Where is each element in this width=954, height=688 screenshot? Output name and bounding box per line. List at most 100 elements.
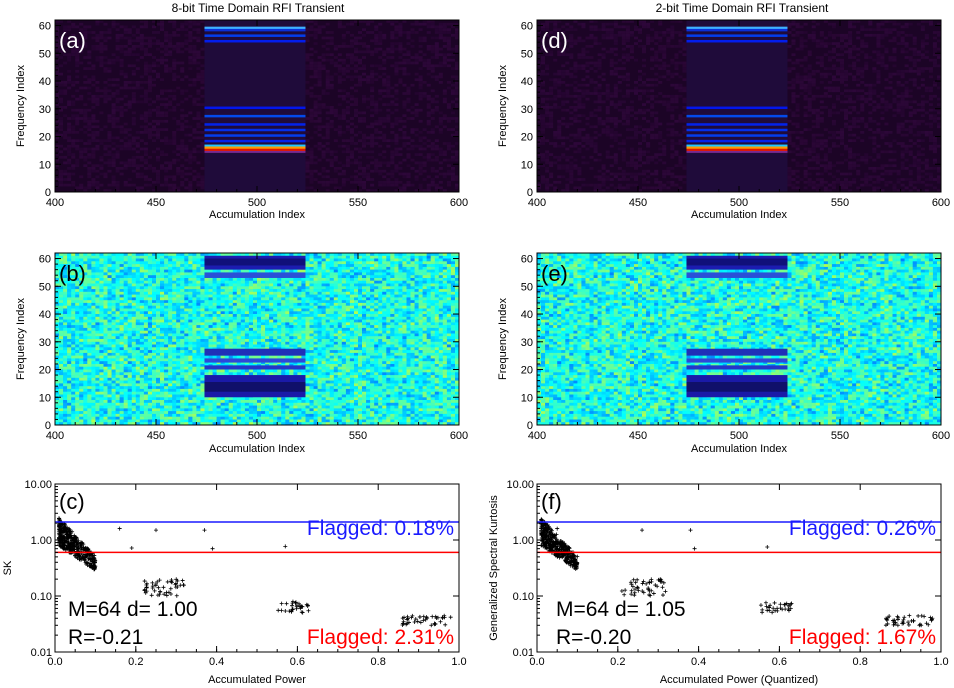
transient-band <box>204 114 306 118</box>
heatmap-cell <box>349 94 354 98</box>
heatmap-cell <box>354 158 359 162</box>
heatmap-cell <box>67 289 72 293</box>
heatmap-cell <box>135 300 141 304</box>
heatmap-cell <box>83 189 88 192</box>
heatmap-cell <box>91 106 96 109</box>
heatmap-cell <box>147 375 153 379</box>
heatmap-cell <box>123 255 129 259</box>
heatmap-cell <box>91 164 96 168</box>
heatmap-cell <box>59 108 64 112</box>
heatmap-cell <box>95 186 100 190</box>
heatmap-cell <box>123 411 129 415</box>
heatmap-cell <box>59 36 64 40</box>
heatmap-cell <box>115 97 120 101</box>
heatmap-cell <box>426 94 431 98</box>
heatmap-cell <box>168 391 173 395</box>
heatmap-cell <box>422 39 427 43</box>
heatmap-cell <box>406 33 411 37</box>
heatmap-cell <box>103 311 108 315</box>
heatmap-cell <box>168 164 173 168</box>
heatmap-cell <box>111 341 116 345</box>
heatmap-cell <box>123 83 128 87</box>
heatmap-cell <box>455 117 460 120</box>
heatmap-cell <box>75 380 80 384</box>
heatmap-cell <box>75 339 80 343</box>
heatmap-cell <box>188 39 193 43</box>
heatmap-cell <box>79 139 84 143</box>
heatmap-cell <box>450 111 455 115</box>
heatmap-cell <box>164 169 169 173</box>
heatmap-cell <box>160 361 165 365</box>
heatmap-cell <box>382 155 387 159</box>
heatmap-cell <box>184 388 189 392</box>
heatmap-cell <box>345 45 350 48</box>
heatmap-cell <box>450 58 455 62</box>
heatmap-cell <box>71 153 76 156</box>
heatmap-cell <box>176 147 181 151</box>
heatmap-cell <box>317 61 322 65</box>
heatmap-cell <box>152 413 157 417</box>
heatmap-cell <box>362 33 367 37</box>
heatmap-cell <box>390 161 395 165</box>
heatmap-cell <box>91 408 96 412</box>
heatmap-cell <box>341 33 346 37</box>
heatmap-cell <box>386 161 391 165</box>
heatmap-cell <box>184 150 189 154</box>
heatmap-cell <box>414 31 419 34</box>
heatmap-cell <box>172 314 177 318</box>
heatmap-cell <box>354 39 359 43</box>
heatmap-cell <box>55 311 60 315</box>
heatmap-cell <box>111 264 116 268</box>
heatmap-cell <box>200 20 205 23</box>
heatmap-cell <box>450 67 455 70</box>
heatmap-cell <box>119 344 124 348</box>
heatmap-cell <box>176 377 181 381</box>
heatmap-cell <box>305 158 310 162</box>
heatmap-cell <box>99 341 104 345</box>
heatmap-cell <box>354 36 359 40</box>
heatmap-cell <box>176 264 181 268</box>
heatmap-cell <box>115 119 120 123</box>
heatmap-cell <box>180 139 185 143</box>
heatmap-cell <box>152 283 157 287</box>
heatmap-cell <box>156 278 161 282</box>
heatmap-cell <box>406 147 411 151</box>
heatmap-cell <box>91 311 96 315</box>
heatmap-cell <box>135 377 141 381</box>
heatmap-cell <box>107 388 112 392</box>
heatmap-cell <box>95 47 100 51</box>
heatmap-cell <box>59 119 64 123</box>
heatmap-cell <box>135 369 141 373</box>
heatmap-cell <box>127 39 132 43</box>
heatmap-cell <box>386 81 391 84</box>
heatmap-cell <box>325 169 330 173</box>
heatmap-cell <box>354 89 359 93</box>
heatmap-cell <box>67 344 72 348</box>
heatmap-cell <box>123 81 128 84</box>
heatmap-cell <box>341 114 346 118</box>
heatmap-cell <box>164 394 169 398</box>
heatmap-cell <box>184 391 189 395</box>
heatmap-cell <box>115 39 120 43</box>
heatmap-cell <box>200 47 205 51</box>
heatmap-cell <box>168 394 173 398</box>
heatmap-cell <box>103 352 108 356</box>
heatmap-cell <box>59 261 64 265</box>
heatmap-cell <box>434 64 439 68</box>
heatmap-cell <box>156 47 161 51</box>
heatmap-cell <box>164 352 169 356</box>
heatmap-cell <box>390 20 395 23</box>
heatmap-cell <box>63 322 68 326</box>
heatmap-cell <box>63 400 68 404</box>
heatmap-cell <box>147 397 153 401</box>
heatmap-cell <box>119 364 124 368</box>
heatmap-cell <box>95 261 100 265</box>
heatmap-cell <box>127 339 133 343</box>
heatmap-cell <box>135 322 141 326</box>
heatmap-cell <box>192 147 197 151</box>
heatmap-cell <box>321 175 326 179</box>
heatmap-cell <box>422 136 427 140</box>
heatmap-cell <box>184 336 189 340</box>
heatmap-cell <box>398 50 403 54</box>
heatmap-cell <box>168 316 173 320</box>
